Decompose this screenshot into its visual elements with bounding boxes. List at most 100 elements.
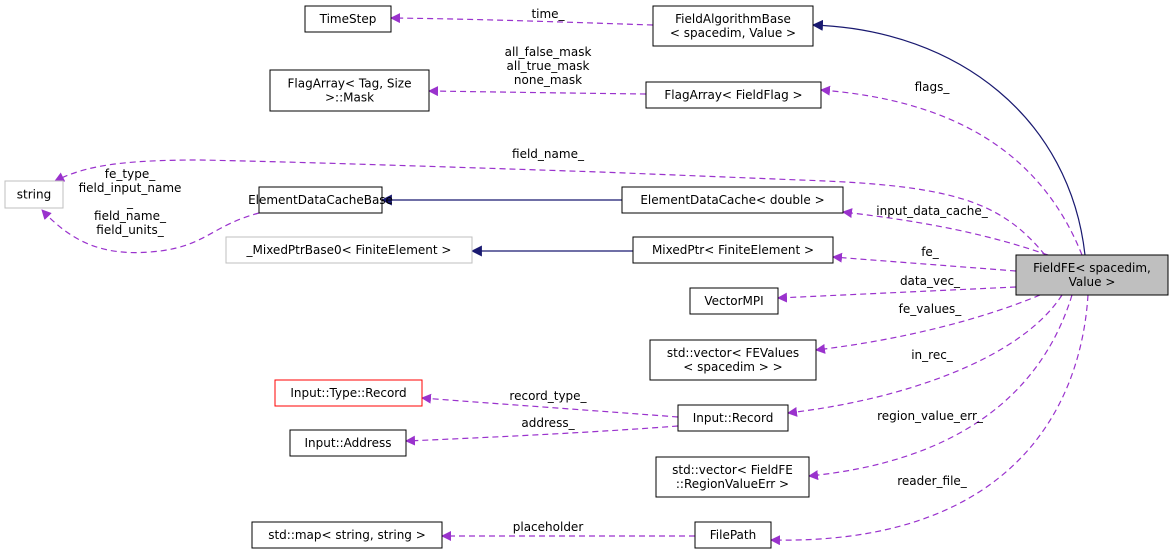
node-elementdatacachebase[interactable]: ElementDataCacheBase xyxy=(248,186,393,214)
edge-fieldfe-to-filepath: reader_file_ xyxy=(770,294,1089,546)
node-box[interactable] xyxy=(645,81,822,109)
node-label: Input::Type::Record xyxy=(290,386,406,400)
usage-arrow xyxy=(842,208,1049,256)
node-label: ::RegionValueErr > xyxy=(676,477,789,491)
node-box[interactable] xyxy=(632,236,834,264)
edge-fieldfe-to-elementdatacache: input_data_cache_ xyxy=(842,204,1049,256)
node-label: >::Mask xyxy=(325,91,374,105)
node-box[interactable] xyxy=(251,521,443,549)
usage-arrow xyxy=(405,425,679,446)
node-box[interactable] xyxy=(694,521,772,549)
edge-filepath-to-map: placeholder xyxy=(441,520,695,541)
node-mixedptrbase0[interactable]: _MixedPtrBase0< FiniteElement > xyxy=(225,236,473,264)
node-map[interactable]: std::map< string, string > xyxy=(251,521,443,549)
edge-label: time_ xyxy=(531,7,565,21)
node-label: Value > xyxy=(1069,275,1116,289)
node-fieldalgorithmbase[interactable]: FieldAlgorithmBase< spacedim, Value > xyxy=(652,5,814,47)
node-mixedptr[interactable]: MixedPtr< FiniteElement > xyxy=(632,236,834,264)
node-flagarraymask[interactable]: FlagArray< Tag, Size>::Mask xyxy=(269,69,430,112)
node-inputrecord[interactable]: Input::Record xyxy=(677,404,789,432)
edge-label: field_units_ xyxy=(96,223,164,237)
node-vectormpi[interactable]: VectorMPI xyxy=(689,287,779,315)
edge-label: record_type_ xyxy=(509,389,587,403)
node-label: FieldFE< spacedim, xyxy=(1033,261,1151,275)
usage-arrow xyxy=(777,286,1017,303)
node-box[interactable] xyxy=(649,339,817,381)
usage-arrow xyxy=(390,13,654,26)
node-label: std::vector< FEValues xyxy=(667,346,799,360)
edge-fieldfe-to-regionvalueerr: region_value_err_ xyxy=(808,294,1073,481)
node-flagarrayfieldflag[interactable]: FlagArray< FieldFlag > xyxy=(645,81,822,109)
node-box[interactable] xyxy=(274,379,423,407)
node-box[interactable] xyxy=(689,287,779,315)
node-typerecord[interactable]: Input::Type::Record xyxy=(274,379,423,407)
node-label: MixedPtr< FiniteElement > xyxy=(652,243,814,257)
edge-label: reader_file_ xyxy=(897,474,968,488)
node-fevalues[interactable]: std::vector< FEValues< spacedim > > xyxy=(649,339,817,381)
node-box[interactable] xyxy=(4,180,64,209)
node-fieldfe[interactable]: FieldFE< spacedim,Value > xyxy=(1015,254,1169,296)
edge-fieldfe-to-fevalues: fe_values_ xyxy=(815,294,1041,354)
edge-label: field_name_ xyxy=(94,209,167,223)
node-box[interactable] xyxy=(258,186,383,214)
node-box[interactable] xyxy=(289,429,407,457)
edge-label: fe_ xyxy=(921,245,940,259)
node-label: FieldAlgorithmBase xyxy=(675,12,791,26)
edge-inputrecord-to-typerecord: record_type_ xyxy=(421,389,679,418)
node-box[interactable] xyxy=(621,186,844,214)
edge-fieldfe-to-inputrecord: in_rec_ xyxy=(787,294,1063,417)
node-box[interactable] xyxy=(304,5,392,33)
edge-label: placeholder xyxy=(513,520,584,534)
edge-fieldfe-to-mixedptr: fe_ xyxy=(832,245,1017,272)
node-label: ElementDataCacheBase xyxy=(248,193,393,207)
node-label: FlagArray< Tag, Size xyxy=(288,77,412,91)
usage-arrow xyxy=(421,393,679,418)
node-string[interactable]: string xyxy=(4,180,64,209)
edge-label: data_vec_ xyxy=(900,274,961,288)
node-box[interactable] xyxy=(269,69,430,112)
node-label: string xyxy=(17,188,51,202)
node-box[interactable] xyxy=(225,236,473,264)
usage-arrow xyxy=(41,209,260,254)
node-timestep[interactable]: TimeStep xyxy=(304,5,392,33)
node-label: _MixedPtrBase0< FiniteElement > xyxy=(246,243,452,257)
node-inputaddress[interactable]: Input::Address xyxy=(289,429,407,457)
edge-fieldfe-to-vectormpi: data_vec_ xyxy=(777,274,1017,303)
node-label: < spacedim > > xyxy=(683,360,782,374)
node-elementdatacache[interactable]: ElementDataCache< double > xyxy=(621,186,844,214)
usage-arrow xyxy=(808,294,1073,481)
node-label: FlagArray< FieldFlag > xyxy=(664,88,802,102)
node-label: ElementDataCache< double > xyxy=(640,193,824,207)
node-label: Input::Record xyxy=(693,411,774,425)
node-box[interactable] xyxy=(652,5,814,47)
edge-label: all_false_mask xyxy=(505,45,592,59)
edge-label: flags_ xyxy=(915,80,951,94)
edge-fieldfe-to-string: field_name_ xyxy=(54,147,1046,256)
node-label: VectorMPI xyxy=(704,294,763,308)
node-label: Input::Address xyxy=(305,436,392,450)
edge-label: field_name_ xyxy=(512,147,585,161)
usage-arrow xyxy=(54,159,1046,256)
node-regionvalueerr[interactable]: std::vector< FieldFE::RegionValueErr > xyxy=(655,456,810,498)
edge-label: fe_values_ xyxy=(899,302,963,316)
usage-arrow xyxy=(787,294,1063,417)
node-filepath[interactable]: FilePath xyxy=(694,521,772,549)
edge-label: region_value_err_ xyxy=(877,409,984,423)
node-label: < spacedim, Value > xyxy=(670,26,796,40)
usage-arrow xyxy=(428,86,647,97)
node-box[interactable] xyxy=(1015,254,1169,296)
edge-label: all_true_mask xyxy=(507,59,590,73)
node-box[interactable] xyxy=(677,404,789,432)
edge-label: field_input_name xyxy=(79,181,182,195)
usage-arrow xyxy=(820,85,1083,256)
node-box[interactable] xyxy=(655,456,810,498)
edge-label: address_ xyxy=(521,416,575,430)
edge-label: input_data_cache_ xyxy=(876,204,988,218)
usage-arrow xyxy=(815,294,1041,354)
edge-fieldfe-to-flagarrayfieldflag: flags_ xyxy=(820,80,1083,256)
inheritance-arrow xyxy=(811,19,1086,256)
edge-fieldfe-to-fieldalgorithmbase xyxy=(811,19,1086,256)
